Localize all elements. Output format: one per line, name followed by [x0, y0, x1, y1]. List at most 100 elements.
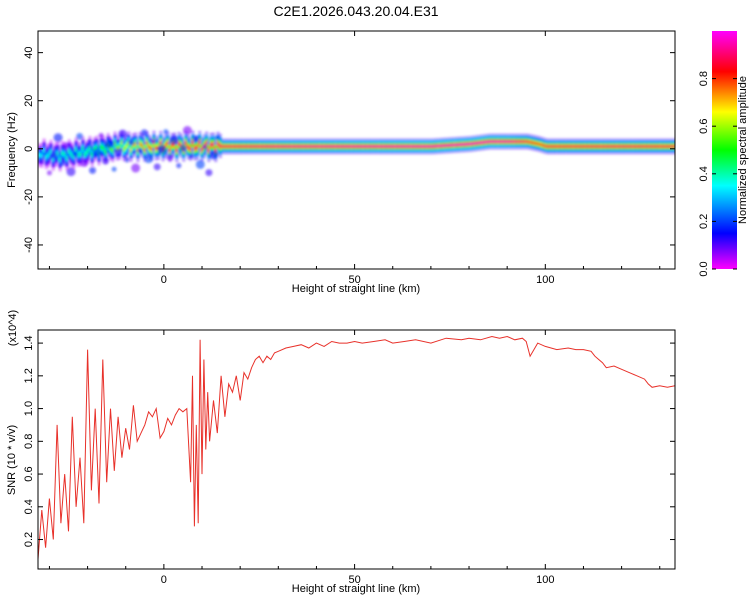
heatmap-cell: [523, 140, 527, 143]
heatmap-cell: [500, 140, 504, 143]
heatmap-cell: [131, 143, 135, 147]
heatmap-cell: [335, 145, 339, 148]
heatmap-cell: [253, 145, 257, 148]
y-tick-label: 0.6: [23, 466, 35, 481]
heatmap-cell: [192, 135, 200, 143]
colorbar-tick-label: 0.4: [698, 166, 710, 181]
heatmap-cell: [111, 148, 115, 152]
heatmap-cell: [312, 145, 316, 148]
heatmap-cell: [223, 145, 227, 148]
heatmap-cell: [101, 157, 109, 165]
heatmap-cell: [607, 145, 611, 148]
heatmap-cell: [507, 140, 511, 143]
colorbar-label: Normalized spectral amplitude: [737, 76, 749, 224]
bottom-x-ticks: 0 50 100: [48, 330, 661, 586]
x-tick-label: 100: [536, 574, 554, 586]
heatmap-cell: [575, 145, 579, 148]
heatmap-cell: [365, 145, 369, 148]
heatmap-cell: [79, 157, 89, 167]
heatmap-cell: [227, 145, 232, 148]
colorbar-tick-label: 0.8: [698, 71, 710, 86]
heatmap-cell: [356, 145, 360, 148]
heatmap-cell: [449, 144, 454, 147]
heatmap-cell: [349, 145, 353, 148]
heatmap-cell: [509, 140, 513, 143]
heatmap-cell: [481, 141, 486, 144]
heatmap-cell: [340, 145, 344, 148]
colorbar: 0.0 0.2 0.4 0.6 0.8 Normalized spectral ampl…: [698, 31, 749, 277]
heatmap-cell: [195, 146, 200, 150]
heatmap-cell: [47, 153, 51, 157]
heatmap-cell: [208, 150, 218, 160]
heatmap-cell: [134, 142, 138, 146]
heatmap-cell: [276, 145, 280, 148]
heatmap-cell: [67, 149, 71, 153]
heatmap-cell: [385, 145, 389, 148]
heatmap-cell: [427, 145, 431, 148]
heatmap-cell: [85, 142, 91, 148]
heatmap-cell: [406, 145, 410, 148]
y-tick-label: 0.8: [23, 434, 35, 449]
heatmap-cell: [333, 145, 337, 148]
x-tick-label: 0: [161, 274, 167, 286]
heatmap-cell: [582, 145, 586, 148]
heatmap-cell: [617, 145, 621, 148]
heatmap-cell: [191, 141, 195, 145]
heatmap-cell: [90, 152, 94, 156]
heatmap-cell: [628, 145, 632, 148]
heatmap-cell: [351, 145, 355, 148]
heatmap-cell: [381, 145, 385, 148]
y-tick-label: 0.4: [23, 499, 35, 514]
heatmap-cell: [170, 143, 174, 147]
heatmap-cell: [150, 138, 156, 144]
heatmap-cell: [502, 140, 506, 143]
heatmap-cell: [140, 129, 148, 137]
heatmap-cell: [221, 145, 225, 148]
colorbar-tick-label: 0.2: [698, 214, 710, 229]
heatmap-cell: [124, 157, 130, 163]
heatmap-cell: [124, 145, 129, 148]
heatmap-cell: [601, 145, 605, 148]
heatmap-cell: [280, 145, 284, 148]
heatmap-cell: [536, 142, 541, 145]
heatmap-cell: [289, 145, 293, 148]
heatmap-cell: [639, 145, 643, 148]
heatmap-cell: [129, 148, 133, 152]
heatmap-cell: [278, 145, 282, 148]
heatmap-cell: [459, 143, 463, 146]
colorbar-tick-label: 0.6: [698, 119, 710, 134]
heatmap-cell: [102, 146, 106, 150]
heatmap-cell: [518, 140, 522, 143]
heatmap-cell: [195, 159, 205, 169]
heatmap-cell: [63, 142, 71, 150]
heatmap-cell: [246, 145, 250, 148]
heatmap-cell: [144, 154, 154, 164]
heatmap-cell: [60, 151, 64, 155]
heatmap-cell: [420, 145, 424, 148]
heatmap-cell: [633, 145, 637, 148]
heatmap-cell: [486, 140, 490, 143]
heatmap-cell: [65, 156, 69, 160]
heatmap-cell: [38, 153, 42, 157]
heatmap-cell: [605, 145, 609, 148]
heatmap-cell: [358, 145, 362, 148]
heatmap-cell: [379, 145, 383, 148]
heatmap-cell: [461, 143, 465, 146]
snr-series-line: [38, 335, 675, 560]
heatmap-cell: [436, 145, 440, 147]
heatmap-cell: [298, 145, 302, 148]
heatmap-cell: [587, 145, 591, 148]
colorbar-tick-label: 0.0: [698, 261, 710, 276]
heatmap-cell: [86, 150, 90, 154]
heatmap-cell: [392, 145, 396, 148]
heatmap-cell: [66, 167, 76, 177]
heatmap-cell: [42, 149, 46, 153]
heatmap-cell: [153, 163, 161, 171]
heatmap-cell: [118, 129, 128, 139]
y-multiplier-label: (x10^4): [7, 310, 19, 346]
heatmap-cell: [262, 145, 266, 148]
heatmap-cell: [626, 145, 630, 148]
heatmap-cell: [417, 145, 421, 148]
bottom-x-axis-label: Height of straight line (km): [292, 583, 420, 595]
heatmap-cell: [296, 145, 300, 148]
